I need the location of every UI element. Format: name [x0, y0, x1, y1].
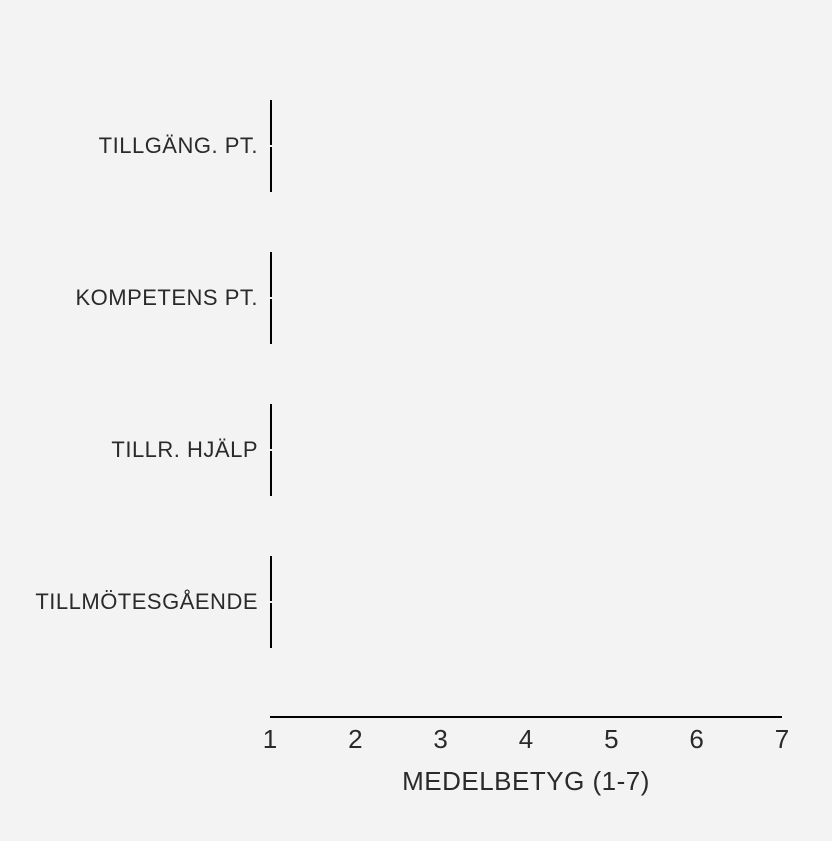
category-label: TILLGÄNG. PT. — [99, 133, 258, 159]
bar-fill — [270, 299, 272, 344]
bar-fill — [270, 451, 272, 496]
category-group: TILLMÖTESGÅENDE — [270, 556, 782, 648]
x-axis-label: MEDELBETYG (1-7) — [270, 766, 782, 797]
chart-container: 1 2 3 4 5 6 7 TILLGÄNG. PT. KOMPETENS PT. TILLR. … — [0, 0, 832, 841]
bar-fill — [270, 100, 272, 145]
bar-fill — [270, 147, 272, 192]
bar-fill — [270, 603, 272, 648]
bar-fill — [270, 556, 272, 601]
x-axis-line — [270, 716, 782, 718]
x-tick: 3 — [433, 724, 447, 755]
x-tick: 2 — [348, 724, 362, 755]
x-tick: 1 — [263, 724, 277, 755]
category-label: KOMPETENS PT. — [75, 285, 258, 311]
x-tick: 6 — [689, 724, 703, 755]
x-tick: 4 — [519, 724, 533, 755]
x-tick: 7 — [775, 724, 789, 755]
category-group: TILLGÄNG. PT. — [270, 100, 782, 192]
category-label: TILLMÖTESGÅENDE — [35, 589, 258, 615]
category-group: KOMPETENS PT. — [270, 252, 782, 344]
bar-fill — [270, 404, 272, 449]
bar-fill — [270, 252, 272, 297]
x-tick: 5 — [604, 724, 618, 755]
category-label: TILLR. HJÄLP — [111, 437, 258, 463]
category-group: TILLR. HJÄLP — [270, 404, 782, 496]
plot-area: 1234567TILLGÄNG. PT.KOMPETENS PT.TILLR. … — [270, 100, 782, 716]
